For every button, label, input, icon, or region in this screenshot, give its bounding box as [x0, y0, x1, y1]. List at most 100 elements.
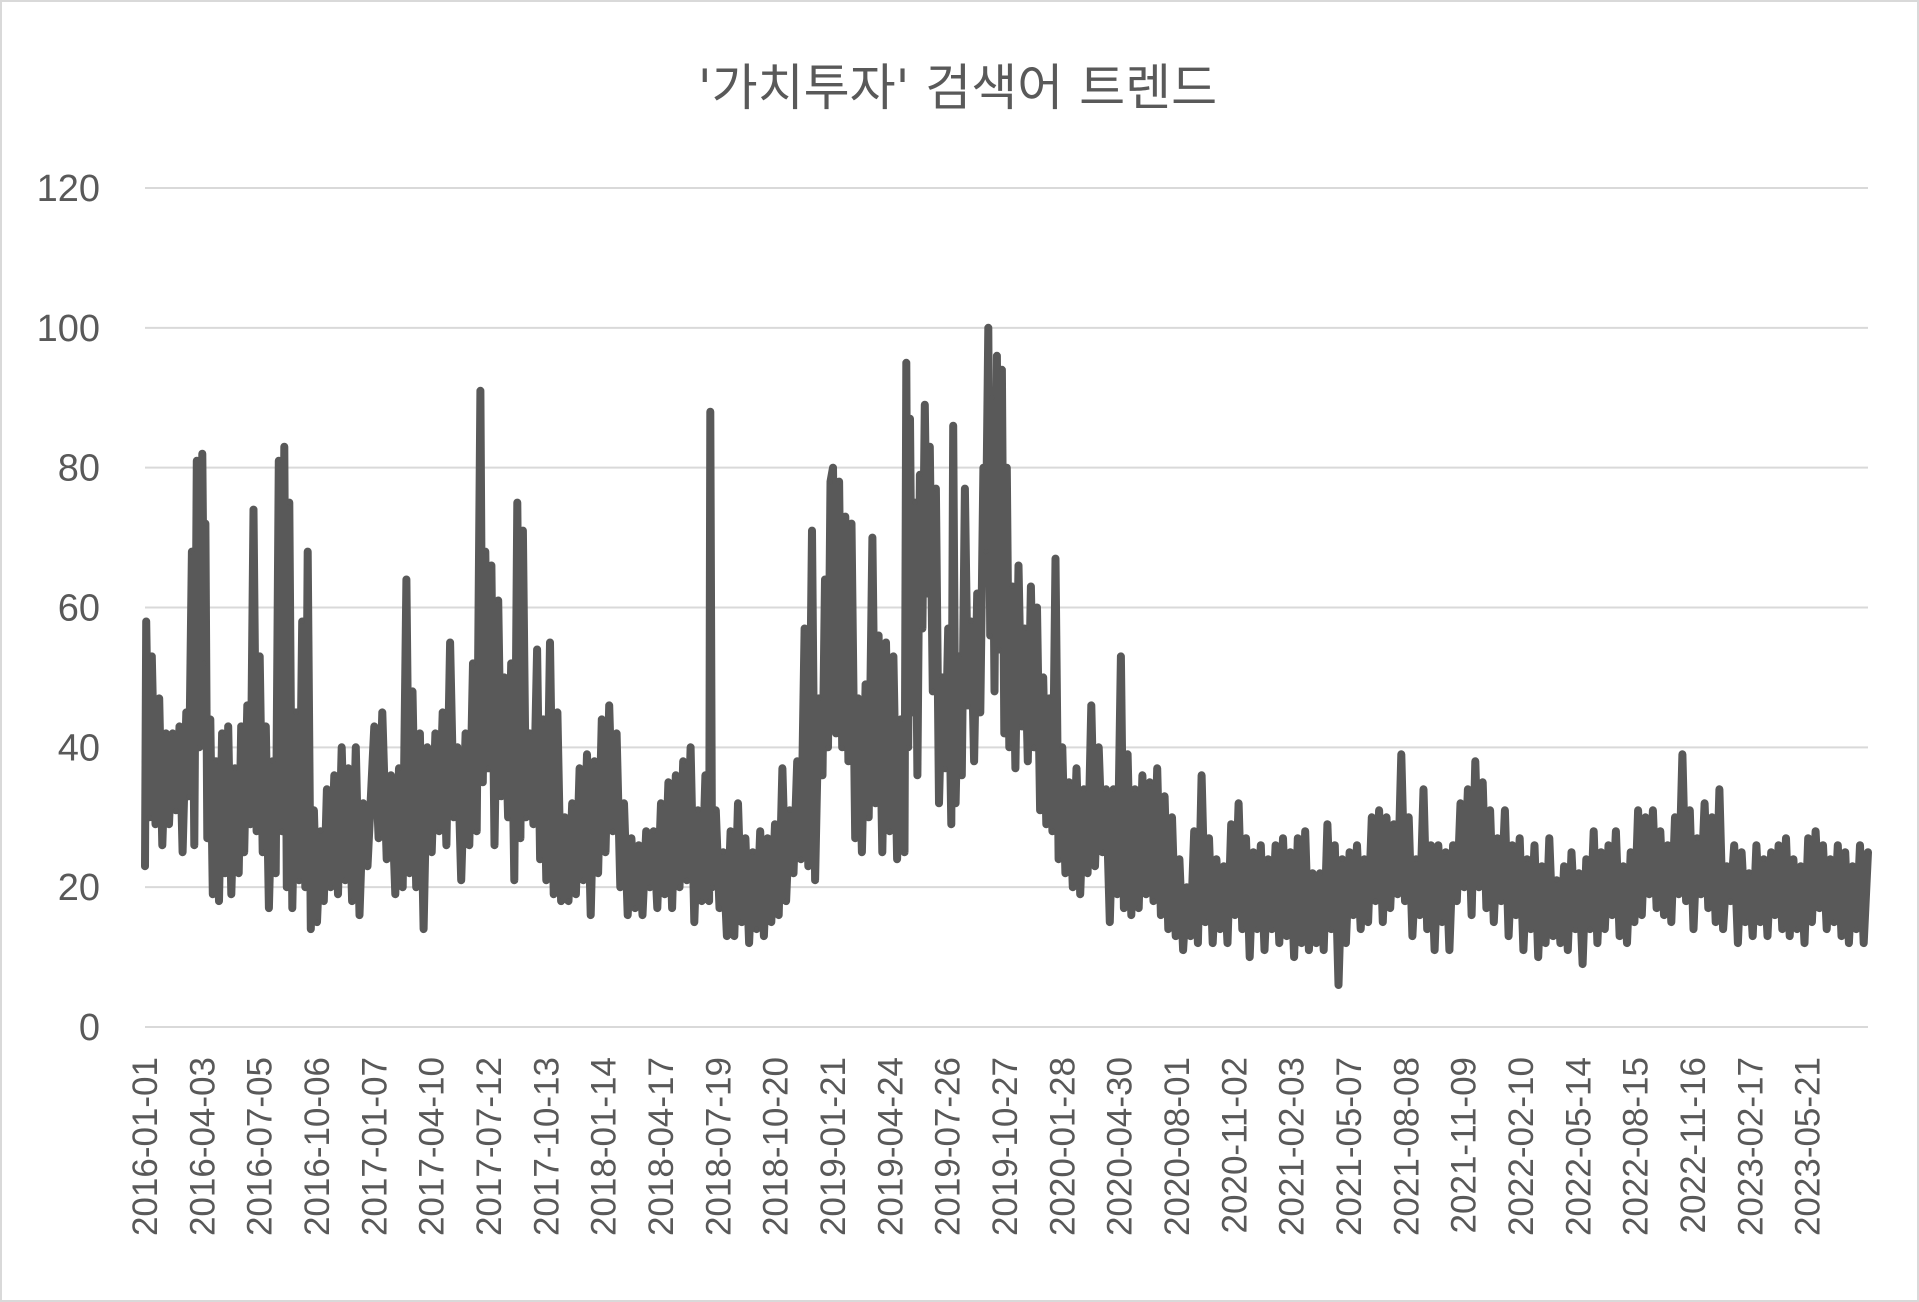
data-point: [1347, 849, 1353, 855]
data-point: [742, 835, 748, 841]
data-point: [1691, 926, 1696, 932]
data-point: [779, 765, 785, 771]
data-point: [1687, 807, 1693, 813]
data-point: [1805, 835, 1811, 841]
data-point: [331, 772, 337, 778]
data-point: [852, 835, 858, 841]
data-point: [501, 674, 507, 680]
data-point: [321, 898, 327, 904]
data-point: [1132, 786, 1138, 792]
data-point: [1184, 884, 1190, 890]
data-point: [632, 905, 638, 911]
data-point: [1587, 926, 1593, 932]
data-point: [1176, 856, 1182, 862]
data-point: [1598, 849, 1604, 855]
data-point: [939, 674, 945, 680]
data-point: [994, 353, 1000, 359]
data-point: [247, 821, 253, 827]
data-point: [1443, 849, 1449, 855]
data-point: [1028, 584, 1034, 589]
data-point: [1225, 940, 1230, 946]
data-point: [1328, 926, 1334, 932]
data-point: [505, 814, 511, 820]
data-point: [996, 647, 1002, 652]
data-point: [153, 821, 158, 827]
data-point: [1761, 856, 1767, 862]
data-point: [735, 800, 741, 806]
data-point: [213, 758, 219, 764]
data-point: [204, 835, 210, 841]
data-point: [1221, 863, 1227, 869]
data-point: [625, 912, 631, 918]
data-point: [1620, 863, 1626, 869]
data-point: [1395, 891, 1401, 897]
data-point: [673, 772, 679, 778]
data-point: [1535, 954, 1541, 960]
data-point: [707, 409, 713, 415]
data-point: [1842, 849, 1848, 855]
data-point: [241, 849, 247, 855]
data-point: [805, 863, 811, 869]
data-point: [199, 451, 205, 457]
data-point: [1813, 828, 1819, 834]
data-point: [902, 849, 907, 855]
data-point: [599, 716, 605, 722]
data-point: [562, 814, 568, 820]
data-point: [196, 744, 202, 750]
data-point: [833, 730, 839, 736]
data-point: [173, 807, 179, 813]
data-point: [1099, 849, 1105, 855]
data-point: [699, 898, 705, 904]
data-point: [1040, 674, 1046, 680]
data-point: [1043, 821, 1049, 827]
data-point: [1092, 863, 1098, 869]
data-point: [236, 870, 242, 876]
xtick-label: 2022-05-14: [1559, 1057, 1598, 1236]
data-point: [917, 472, 923, 478]
data-point: [353, 744, 359, 750]
ytick-label: 100: [37, 308, 100, 350]
xtick-label: 2018-10-20: [757, 1057, 796, 1236]
data-point: [424, 744, 430, 750]
data-point: [1250, 849, 1256, 855]
data-point: [1498, 898, 1504, 904]
data-point: [959, 772, 965, 778]
data-point: [1546, 835, 1552, 841]
data-point: [1776, 842, 1782, 848]
data-point: [1850, 863, 1856, 869]
data-point: [1772, 912, 1778, 918]
data-point: [1435, 842, 1441, 848]
data-point: [384, 856, 390, 862]
data-point: [680, 758, 686, 764]
data-point: [1724, 863, 1730, 869]
data-point: [1583, 856, 1589, 862]
data-point: [610, 828, 616, 834]
data-point: [1273, 842, 1279, 848]
data-point: [580, 877, 586, 883]
xtick-label: 2021-02-03: [1273, 1057, 1312, 1236]
data-point: [257, 653, 263, 659]
data-point: [768, 919, 774, 925]
data-point: [1056, 856, 1062, 862]
data-point: [1853, 926, 1859, 932]
data-point: [636, 842, 642, 848]
data-point: [266, 905, 272, 911]
data-point: [480, 779, 486, 785]
data-point: [1413, 856, 1419, 862]
chart-title: '가치투자' 검색어 트렌드: [697, 59, 1218, 117]
data-point: [1006, 744, 1012, 750]
data-point: [1543, 940, 1549, 946]
data-point: [869, 535, 875, 541]
data-point: [1713, 919, 1719, 925]
data-point: [293, 709, 299, 715]
data-point: [543, 877, 549, 883]
data-point: [1606, 842, 1611, 848]
data-point: [400, 884, 406, 890]
data-point: [750, 849, 756, 855]
data-point: [1239, 926, 1245, 932]
data-point: [1831, 919, 1837, 925]
data-point: [1016, 563, 1021, 568]
ytick-label: 20: [58, 867, 100, 909]
data-point: [776, 912, 782, 918]
data-point: [159, 842, 165, 848]
